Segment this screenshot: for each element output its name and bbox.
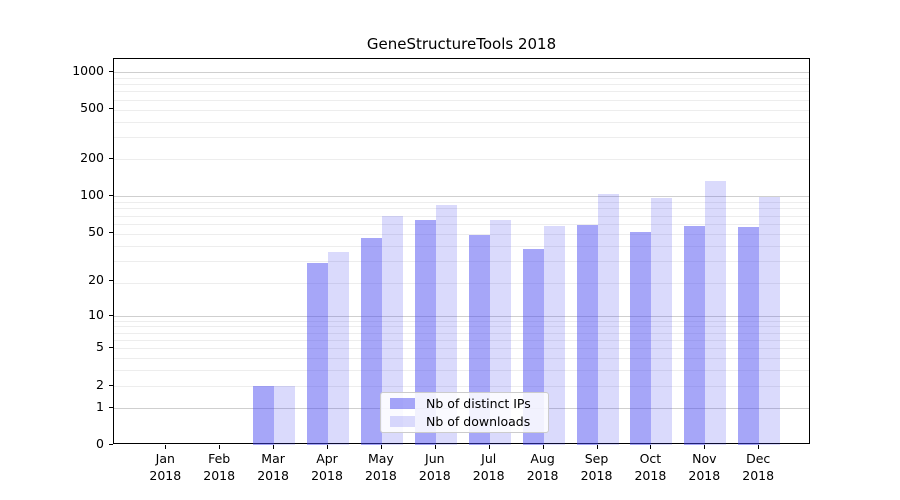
y-tick-label-500: 500 (80, 100, 104, 116)
y-tick-label-1000: 1000 (72, 63, 104, 78)
legend-swatch-distinct-ips (390, 398, 415, 409)
gridline-minor-9 (114, 320, 809, 322)
x-tick-label-nov-2018: Nov 2018 (688, 451, 721, 483)
bar-nb-of-downloads-apr-2018 (328, 251, 349, 445)
gridline-minor-799 (114, 84, 809, 86)
bar-nb-of-downloads-mar-2018 (274, 385, 296, 445)
bar-nb-of-distinct-ips-sep-2018 (576, 224, 598, 445)
gridline-major-10 (114, 315, 809, 317)
x-tick-label-mar-2018: Mar 2018 (257, 451, 289, 483)
x-tick-label-jun-2018: Jun 2018 (418, 451, 451, 483)
bars-layer (114, 59, 809, 445)
y-tick-label-2: 2 (96, 376, 104, 392)
gridline-minor-69 (114, 215, 809, 217)
bar-nb-of-downloads-dec-2018 (759, 196, 781, 445)
gridline-minor-899 (114, 77, 809, 79)
x-tick-dec-2018 (758, 445, 760, 449)
gridline-minor-39 (114, 245, 809, 247)
gridline-major-100 (114, 195, 809, 197)
bar-nb-of-distinct-ips-may-2018 (360, 238, 382, 445)
gridline-minor-29 (114, 261, 809, 263)
gridline-minor-19 (114, 283, 809, 285)
y-tick-label-20: 20 (88, 271, 104, 287)
x-tick-label-sep-2018: Sep 2018 (580, 451, 613, 483)
y-tick-label-50: 50 (88, 223, 104, 239)
x-tick-aug-2018 (542, 445, 544, 449)
x-tick-label-apr-2018: Apr 2018 (311, 451, 343, 483)
x-tick-label-jan-2018: Jan 2018 (149, 451, 182, 483)
bar-nb-of-downloads-oct-2018 (651, 198, 673, 445)
gridline-minor-399 (114, 121, 809, 123)
x-tick-mar-2018 (273, 445, 275, 449)
gridline-minor-699 (114, 91, 809, 93)
x-tick-label-feb-2018: Feb 2018 (203, 451, 236, 483)
x-tick-label-jul-2018: Jul 2018 (472, 451, 505, 483)
legend-label-downloads: Nb of downloads (426, 414, 531, 429)
bar-nb-of-downloads-jun-2018 (435, 204, 457, 445)
x-tick-label-aug-2018: Aug 2018 (526, 451, 559, 483)
x-tick-oct-2018 (650, 445, 652, 449)
x-tick-nov-2018 (704, 445, 706, 449)
x-tick-label-dec-2018: Dec 2018 (742, 451, 775, 483)
gridline-minor-199 (114, 159, 809, 160)
gridline-minor-6 (114, 340, 809, 341)
y-tick-label-0: 0 (96, 436, 104, 451)
gridline-minor-3 (114, 370, 809, 372)
x-tick-jan-2018 (165, 445, 167, 449)
gridline-minor-79 (114, 208, 809, 210)
legend-item-distinct-ips: Nb of distinct IPs (390, 396, 539, 411)
gridline-minor-299 (114, 137, 809, 139)
gridline-minor-49 (114, 233, 809, 235)
x-tick-feb-2018 (219, 445, 221, 449)
x-tick-may-2018 (380, 445, 382, 449)
legend: Nb of distinct IPs Nb of downloads (380, 392, 549, 433)
gridline-minor-599 (114, 99, 809, 101)
y-tick-label-1: 1 (96, 398, 104, 414)
legend-item-downloads: Nb of downloads (390, 414, 539, 429)
gridline-major-1000 (114, 72, 809, 73)
gridline-minor-59 (114, 224, 809, 225)
bar-nb-of-downloads-nov-2018 (705, 181, 727, 445)
y-tick-label-200: 200 (80, 149, 104, 165)
bar-nb-of-distinct-ips-mar-2018 (253, 385, 275, 445)
gridline-minor-8 (114, 326, 809, 328)
gridline-minor-7 (114, 332, 809, 334)
plot-area: Nb of distinct IPs Nb of downloads (113, 58, 810, 445)
bar-nb-of-distinct-ips-nov-2018 (684, 225, 706, 445)
chart-title: GeneStructureTools 2018 (366, 35, 557, 53)
x-tick-apr-2018 (327, 445, 328, 449)
gridline-minor-5 (114, 348, 809, 350)
y-tick-0 (109, 444, 113, 445)
bar-nb-of-distinct-ips-jun-2018 (414, 219, 436, 445)
bar-nb-of-downloads-jul-2018 (489, 219, 511, 445)
legend-label-distinct-ips: Nb of distinct IPs (426, 396, 531, 411)
bar-nb-of-distinct-ips-apr-2018 (307, 263, 328, 445)
legend-swatch-downloads (390, 416, 415, 427)
bar-nb-of-distinct-ips-oct-2018 (630, 231, 652, 445)
y-tick-label-10: 10 (88, 306, 104, 322)
x-tick-sep-2018 (596, 445, 598, 449)
bar-nb-of-downloads-aug-2018 (543, 225, 565, 445)
gridline-minor-2 (114, 385, 809, 387)
gridline-minor-89 (114, 202, 809, 204)
x-tick-jun-2018 (434, 445, 436, 449)
bar-nb-of-downloads-may-2018 (381, 216, 403, 445)
gridline-minor-499 (114, 109, 809, 111)
gridlines-layer (114, 59, 809, 443)
x-tick-jul-2018 (488, 445, 490, 449)
y-tick-label-5: 5 (96, 339, 104, 355)
gridline-minor-4 (114, 358, 809, 360)
bar-nb-of-downloads-sep-2018 (597, 193, 619, 445)
x-tick-label-may-2018: May 2018 (364, 451, 397, 483)
y-tick-label-100: 100 (80, 186, 104, 202)
x-tick-label-oct-2018: Oct 2018 (634, 451, 667, 483)
bar-nb-of-distinct-ips-dec-2018 (738, 226, 760, 445)
